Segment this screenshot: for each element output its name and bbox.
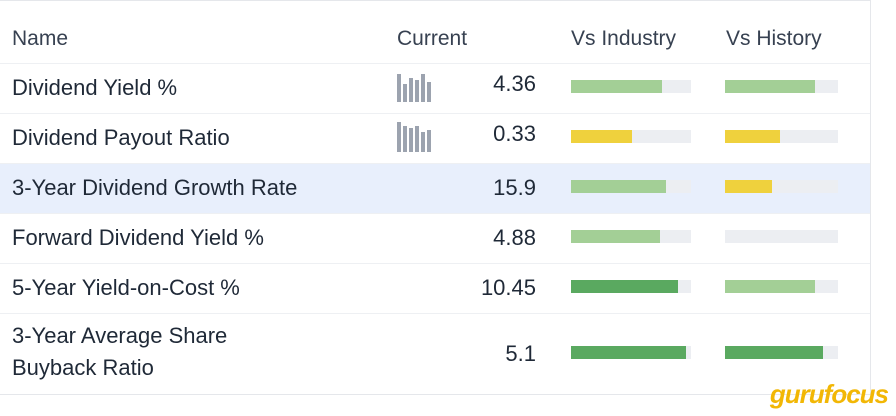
vs-history-bar[interactable] bbox=[725, 280, 838, 293]
current-value: 15.9 bbox=[493, 175, 536, 200]
col-current[interactable]: Current bbox=[397, 27, 468, 50]
vs-industry-bar[interactable] bbox=[571, 230, 691, 243]
bar-fill bbox=[725, 130, 781, 143]
row-label: 3-Year Average Share bbox=[12, 323, 228, 348]
current-value: 4.88 bbox=[493, 225, 536, 250]
bar-fill bbox=[725, 346, 824, 359]
vs-industry-bar[interactable] bbox=[571, 280, 691, 293]
table-row[interactable]: 5-Year Yield-on-Cost % 10.45 bbox=[0, 263, 870, 313]
table-row[interactable]: 3-Year Average Share Buyback Ratio 5.1 bbox=[0, 313, 870, 394]
dividend-table: Name Current Vs Industry Vs History Divi… bbox=[0, 0, 871, 395]
vs-industry-bar[interactable] bbox=[571, 180, 691, 193]
table-header: Name Current Vs Industry Vs History bbox=[0, 15, 870, 63]
table-row[interactable]: Dividend Payout Ratio 0.33 bbox=[0, 113, 870, 163]
vs-history-bar[interactable] bbox=[725, 180, 838, 193]
row-label: Dividend Yield % bbox=[12, 75, 178, 100]
row-label: 3-Year Dividend Growth Rate bbox=[12, 175, 298, 200]
bar-fill bbox=[571, 230, 660, 243]
logo-part-focus: focus bbox=[823, 379, 889, 409]
bar-fill bbox=[571, 80, 663, 93]
current-value: 10.45 bbox=[480, 275, 536, 300]
current-value: 5.1 bbox=[505, 341, 536, 366]
vs-industry-bar[interactable] bbox=[571, 130, 691, 143]
current-value: 4.36 bbox=[493, 71, 536, 96]
row-label-line2: Buyback Ratio bbox=[12, 355, 154, 380]
vs-industry-bar[interactable] bbox=[571, 346, 691, 359]
gurufocus-logo: gurufocus bbox=[769, 379, 889, 410]
vs-history-bar[interactable] bbox=[725, 230, 838, 243]
row-label: Forward Dividend Yield % bbox=[12, 225, 264, 250]
bar-fill bbox=[571, 180, 666, 193]
current-value: 0.33 bbox=[493, 121, 536, 146]
vs-history-bar[interactable] bbox=[725, 80, 838, 93]
vs-history-bar[interactable] bbox=[725, 130, 838, 143]
bar-fill bbox=[571, 346, 687, 359]
table-row[interactable]: Dividend Yield % 4.36 bbox=[0, 63, 870, 113]
logo-part-guru: guru bbox=[769, 379, 825, 409]
bar-fill bbox=[725, 180, 773, 193]
vs-history-bar[interactable] bbox=[725, 346, 838, 359]
col-name[interactable]: Name bbox=[12, 27, 69, 50]
bar-fill bbox=[725, 280, 816, 293]
bar-fill bbox=[571, 130, 633, 143]
col-vs-history[interactable]: Vs History bbox=[726, 27, 822, 50]
sparkline-icon[interactable] bbox=[397, 120, 431, 152]
bar-fill bbox=[725, 80, 816, 93]
table-row[interactable]: 3-Year Dividend Growth Rate 15.9 bbox=[0, 163, 870, 213]
bar-fill bbox=[571, 280, 678, 293]
row-label: 5-Year Yield-on-Cost % bbox=[12, 275, 240, 300]
col-vs-industry[interactable]: Vs Industry bbox=[571, 27, 677, 50]
vs-industry-bar[interactable] bbox=[571, 80, 691, 93]
row-label: Dividend Payout Ratio bbox=[12, 125, 230, 150]
sparkline-icon[interactable] bbox=[397, 70, 431, 102]
table-row[interactable]: Forward Dividend Yield % 4.88 bbox=[0, 213, 870, 263]
